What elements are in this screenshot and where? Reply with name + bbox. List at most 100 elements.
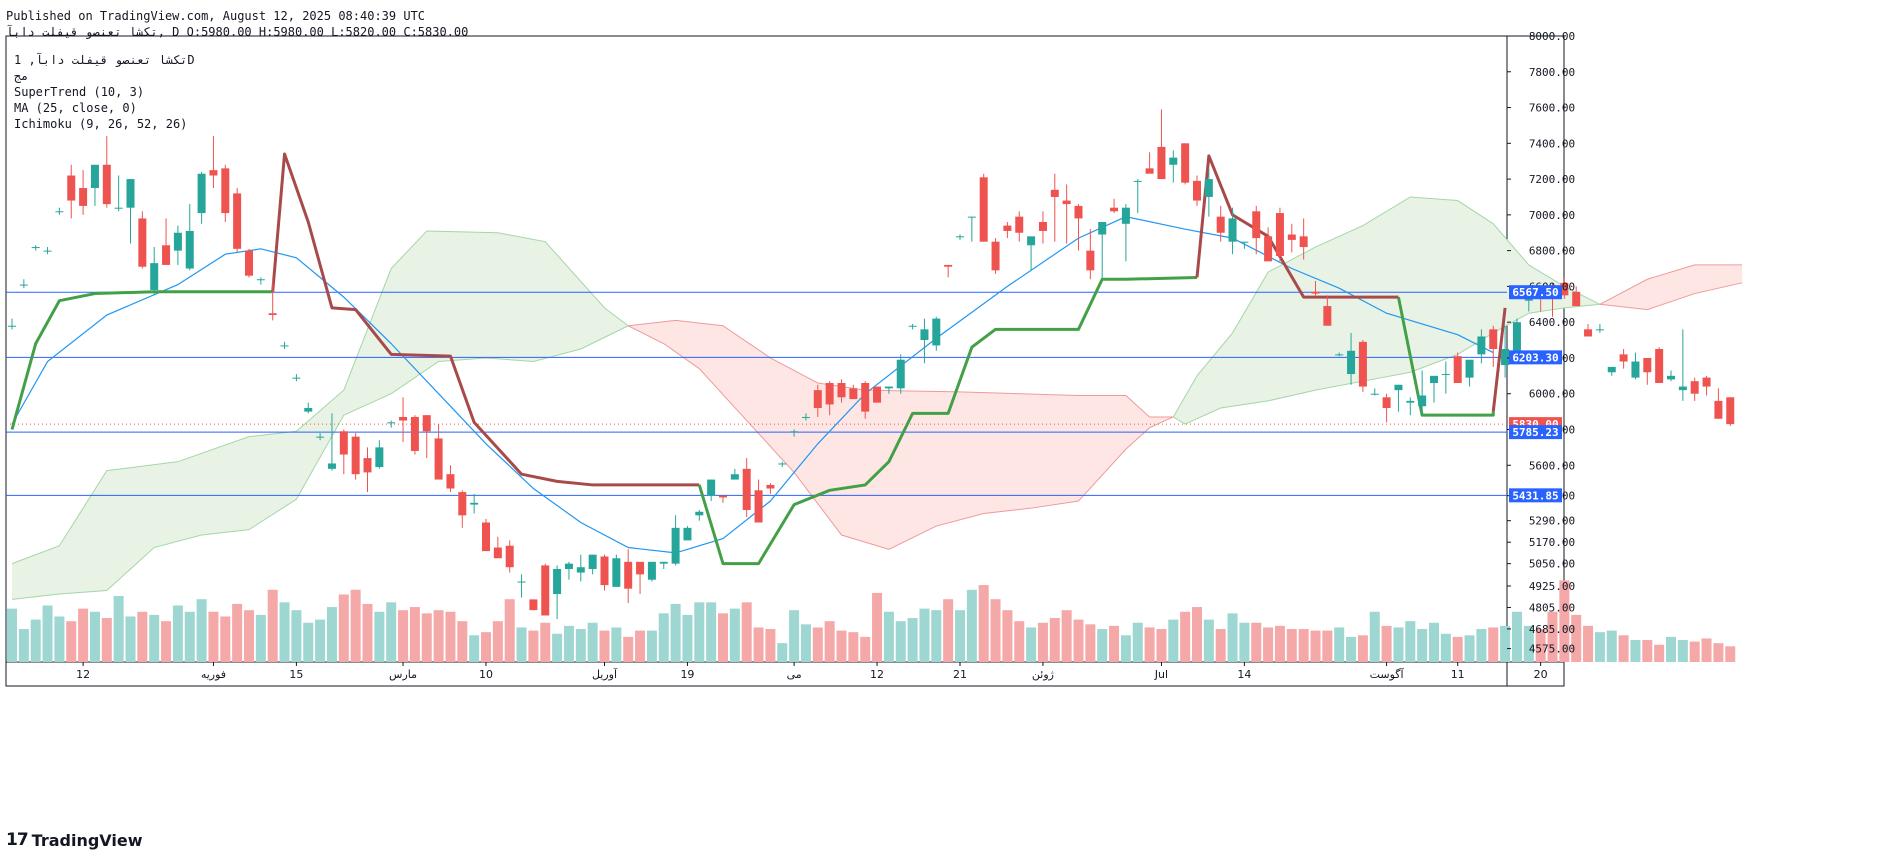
volume-bar-27 — [326, 607, 337, 662]
candle-body-111 — [1323, 306, 1332, 326]
volume-bar-15 — [184, 611, 195, 662]
volume-bar-26 — [315, 619, 326, 662]
volume-bar-128 — [1523, 625, 1534, 662]
candle-body-66 — [790, 431, 799, 433]
candle-125 — [1489, 325, 1498, 367]
candle-41 — [493, 536, 502, 559]
candle-89 — [1062, 184, 1071, 244]
candle-106 — [1264, 227, 1273, 262]
candle-body-114 — [1358, 341, 1367, 387]
y-tick-label-12: 5600.00 — [1529, 459, 1575, 472]
candle-28 — [339, 429, 348, 475]
volume-bar-28 — [338, 594, 349, 662]
price-label-bg-0 — [1509, 285, 1562, 300]
candle-53 — [636, 561, 645, 595]
volume-bar-87 — [1037, 622, 1048, 662]
candle-9 — [114, 175, 123, 212]
candle-body-132 — [1572, 291, 1581, 307]
volume-bar-20 — [244, 610, 254, 662]
volume-bar-88 — [1049, 618, 1060, 662]
candle-body-29 — [351, 436, 360, 475]
volume-bar-37 — [445, 611, 456, 662]
candle-46 — [553, 565, 562, 620]
candle-13 — [162, 218, 171, 265]
volume-bar-123 — [1464, 635, 1475, 662]
y-tick-label-14: 5290.00 — [1529, 515, 1575, 528]
candle-body-83 — [991, 241, 1000, 271]
volume-bar-31 — [374, 611, 385, 662]
volume-bar-51 — [611, 627, 622, 662]
volume-bar-126 — [1500, 625, 1511, 662]
candle-body-75 — [896, 359, 905, 389]
legend-ichimoku[interactable]: Ichimoku (9, 26, 52, 26) — [14, 117, 188, 131]
volume-bar-100 — [1192, 607, 1202, 662]
volume-bar-142 — [1689, 641, 1700, 662]
volume-bar-65 — [777, 643, 788, 662]
candle-35 — [422, 415, 431, 459]
volume-bar-137 — [1630, 640, 1641, 662]
chart-legend: تکشا تعنصو قیفلت دابآ, 1D مج SuperTrend … — [14, 52, 195, 132]
candle-7 — [90, 164, 99, 206]
candle-76 — [908, 323, 917, 330]
candle-43 — [517, 574, 526, 598]
volume-bar-112 — [1334, 627, 1345, 662]
candle-body-98 — [1169, 157, 1178, 165]
y-tick-label-4: 7200.00 — [1529, 173, 1575, 186]
volume-bar-92 — [1097, 629, 1108, 662]
volume-bar-117 — [1393, 627, 1404, 662]
legend-symbol[interactable]: تکشا تعنصو قیفلت دابآ, 1D — [14, 53, 195, 67]
candle-104 — [1240, 241, 1249, 249]
volume-bar-94 — [1120, 635, 1131, 662]
volume-bar-86 — [1026, 627, 1037, 662]
candle-103 — [1228, 207, 1237, 255]
candle-body-23 — [280, 345, 289, 347]
volume-bar-6 — [78, 608, 89, 662]
candle-47 — [564, 561, 573, 580]
candle-133 — [1584, 323, 1593, 337]
time-axis[interactable]: 12 فوریه 15 مارس 10 آوریل 19 می 12 21 ژوئن Jul 14 آگو… — [76, 662, 1548, 681]
candle-body-28 — [339, 431, 348, 455]
volume-bar-58 — [694, 602, 705, 662]
candle-body-8 — [102, 164, 111, 205]
candle-body-68 — [813, 390, 822, 409]
candle-body-3 — [43, 250, 52, 252]
candle-body-119 — [1418, 395, 1427, 407]
candle-body-106 — [1264, 236, 1273, 262]
tradingview-brand[interactable]: 17 TradingView — [6, 830, 143, 850]
candle-body-35 — [422, 415, 431, 432]
candle-72 — [861, 381, 870, 419]
cloud-span-a-2 — [1172, 196, 1601, 418]
volume-bar-114 — [1357, 635, 1368, 662]
candle-body-101 — [1204, 179, 1213, 197]
ma-line — [11, 216, 1494, 554]
supertrend-segment-2 — [697, 275, 1198, 566]
price-axis[interactable]: 8000.00 7800.00 7600.00 7400.00 7200.00 7000.… — [1507, 30, 1575, 656]
volume-bar-140 — [1666, 636, 1676, 662]
candle-80 — [956, 234, 964, 240]
candle-137 — [1631, 352, 1640, 380]
y-tick-label-6: 6800.00 — [1529, 245, 1575, 258]
candle-121 — [1441, 361, 1450, 394]
candle-body-24 — [292, 377, 301, 379]
candle-2 — [31, 245, 40, 251]
candle-body-84 — [1003, 225, 1012, 231]
candle-body-85 — [1015, 216, 1024, 233]
volume-bar-57 — [682, 614, 693, 662]
candle-body-44 — [529, 599, 538, 611]
volume-bar-41 — [492, 621, 503, 662]
price-label-0: 6567.50 — [1512, 286, 1558, 299]
volume-bar-74 — [883, 611, 894, 662]
legend-ma[interactable]: MA (25, close, 0) — [14, 101, 137, 115]
x-tick-label-9: 21 — [953, 668, 967, 681]
candle-51 — [612, 554, 621, 587]
candle-17 — [209, 136, 218, 189]
volume-bar-79 — [943, 599, 954, 662]
candle-141 — [1678, 329, 1687, 401]
candle-48 — [576, 554, 585, 582]
legend-supertrend[interactable]: SuperTrend (10, 3) — [14, 85, 145, 99]
volume-bar-52 — [623, 636, 634, 662]
volume-bar-89 — [1061, 610, 1072, 662]
candle-87 — [1038, 211, 1047, 244]
volume-bar-127 — [1511, 611, 1522, 662]
